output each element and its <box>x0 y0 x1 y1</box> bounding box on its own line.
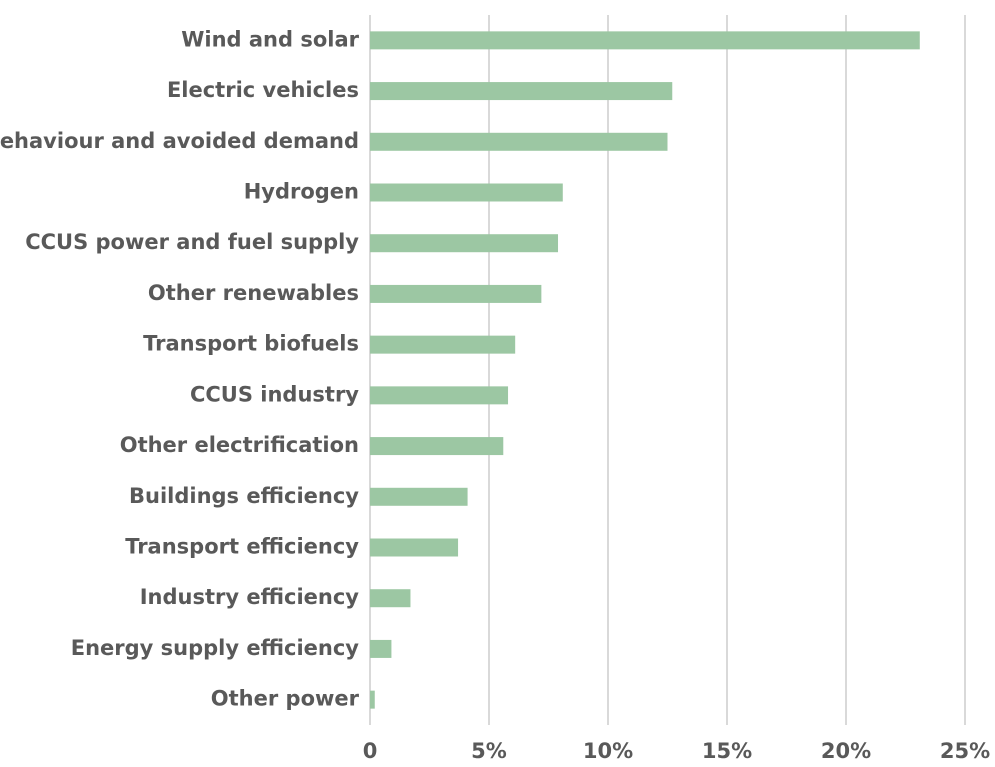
x-tick-label: 5% <box>471 739 507 763</box>
bar <box>370 335 516 354</box>
bar <box>370 234 559 253</box>
y-tick-label: Transport efficiency <box>125 535 359 559</box>
bar <box>370 437 504 456</box>
bar <box>370 82 673 101</box>
y-tick-label: Transport biofuels <box>143 332 359 356</box>
y-tick-label: CCUS power and fuel supply <box>25 230 359 254</box>
y-tick-label: Wind and solar <box>181 27 359 51</box>
x-tick-label: 0 <box>363 739 378 763</box>
x-tick-label: 20% <box>821 739 871 763</box>
y-tick-label: Hydrogen <box>244 180 359 204</box>
bar <box>370 639 392 658</box>
bar <box>370 386 509 405</box>
bar <box>370 538 459 557</box>
y-tick-label: Energy supply efficiency <box>71 636 360 660</box>
y-tick-label: Buildings efficiency <box>129 484 359 508</box>
bar <box>370 31 920 50</box>
y-tick-label: Electric vehicles <box>167 78 359 102</box>
y-tick-label: Industry efficiency <box>140 585 360 609</box>
bar <box>370 183 563 202</box>
x-tick-label: 10% <box>583 739 633 763</box>
y-tick-label: Other renewables <box>148 281 359 305</box>
x-tick-label: 25% <box>940 739 990 763</box>
y-tick-label: CCUS industry <box>190 382 359 406</box>
bar <box>370 284 542 303</box>
bar <box>370 690 375 709</box>
bar <box>370 487 468 506</box>
x-tick-label: 15% <box>702 739 752 763</box>
bar <box>370 132 668 151</box>
y-tick-label: Other power <box>211 687 360 711</box>
y-tick-label: Other electrification <box>120 433 359 457</box>
y-tick-label: Behaviour and avoided demand <box>0 129 359 153</box>
bar <box>370 589 411 608</box>
